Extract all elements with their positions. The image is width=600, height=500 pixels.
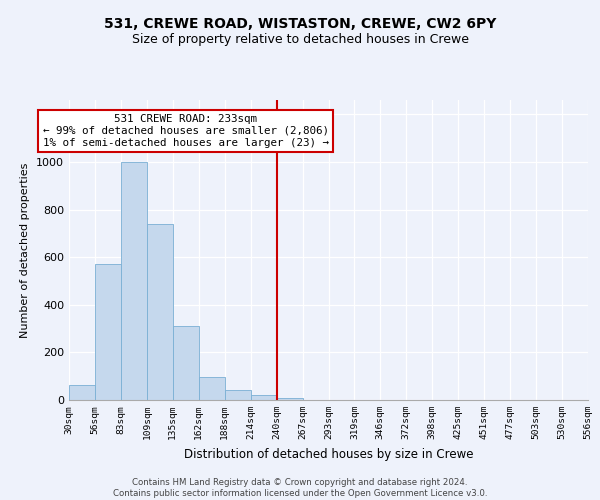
Bar	[121, 162, 147, 400]
Bar	[69, 384, 95, 400]
Bar	[277, 398, 302, 400]
Bar	[225, 390, 251, 400]
Text: 531, CREWE ROAD, WISTASTON, CREWE, CW2 6PY: 531, CREWE ROAD, WISTASTON, CREWE, CW2 6…	[104, 18, 496, 32]
Bar	[95, 264, 121, 400]
Text: Contains HM Land Registry data © Crown copyright and database right 2024.
Contai: Contains HM Land Registry data © Crown c…	[113, 478, 487, 498]
X-axis label: Distribution of detached houses by size in Crewe: Distribution of detached houses by size …	[184, 448, 473, 460]
Bar	[147, 224, 173, 400]
Bar	[199, 378, 224, 400]
Y-axis label: Number of detached properties: Number of detached properties	[20, 162, 31, 338]
Bar	[173, 326, 199, 400]
Bar	[251, 395, 277, 400]
Text: 531 CREWE ROAD: 233sqm
← 99% of detached houses are smaller (2,806)
1% of semi-d: 531 CREWE ROAD: 233sqm ← 99% of detached…	[43, 114, 329, 148]
Text: Size of property relative to detached houses in Crewe: Size of property relative to detached ho…	[131, 32, 469, 46]
